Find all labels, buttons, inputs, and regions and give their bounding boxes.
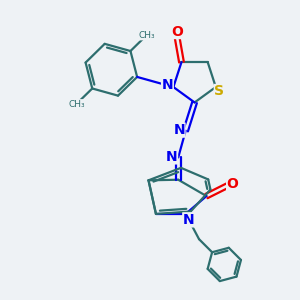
- Text: N: N: [173, 123, 185, 137]
- Text: N: N: [166, 150, 178, 164]
- Text: S: S: [214, 85, 224, 98]
- Text: N: N: [183, 213, 194, 227]
- Text: CH₃: CH₃: [68, 100, 85, 109]
- Text: O: O: [227, 177, 239, 191]
- Text: O: O: [171, 25, 183, 38]
- Text: CH₃: CH₃: [138, 31, 155, 40]
- Text: N: N: [162, 78, 173, 92]
